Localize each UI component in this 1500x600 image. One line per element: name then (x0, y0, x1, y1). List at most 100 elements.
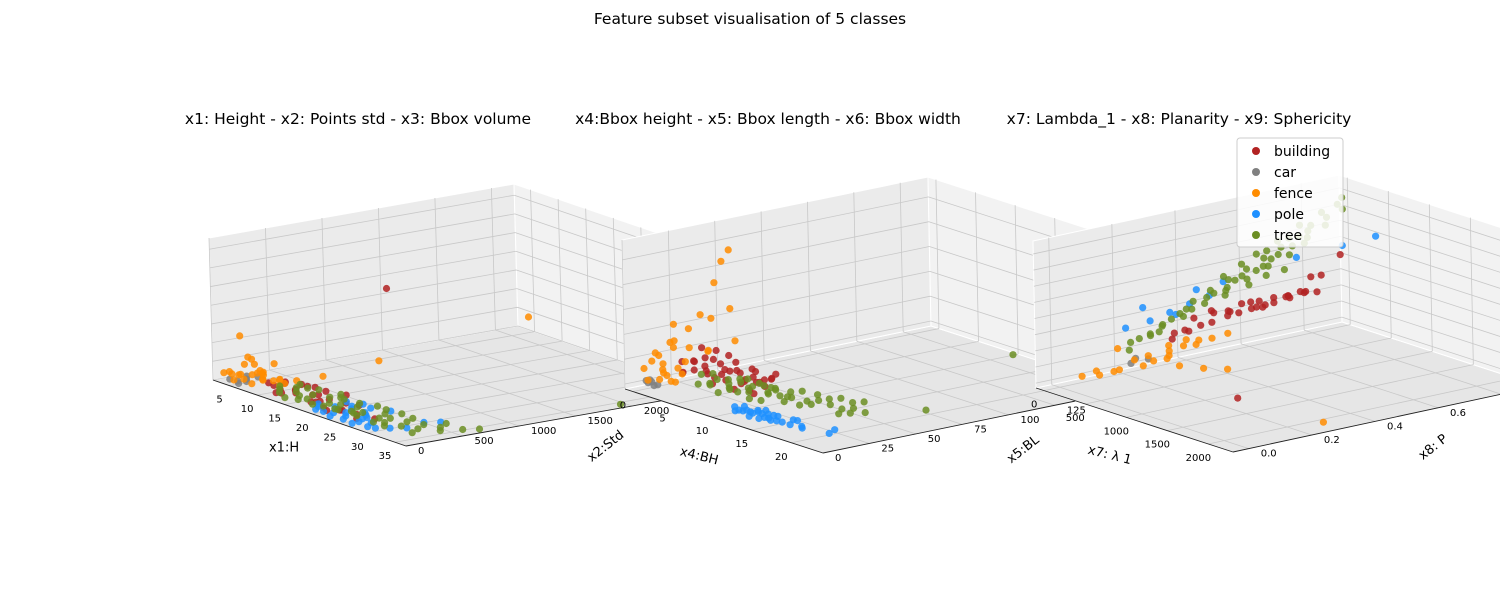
point-building (1317, 271, 1325, 279)
point-pole (403, 424, 411, 432)
x-grid-floor (1085, 337, 1392, 405)
point-tree (744, 375, 752, 383)
legend-label-fence: fence (1274, 186, 1313, 202)
x-grid-floor (632, 328, 940, 392)
x-grid-back (1014, 205, 1019, 355)
point-tree (1221, 291, 1229, 299)
y-grid-left (265, 227, 270, 371)
x-tick-label: 500 (1066, 413, 1085, 424)
point-tree (734, 388, 742, 396)
x-tick-label: 20 (296, 423, 309, 434)
point-tree (1201, 299, 1209, 307)
x-grid-back (530, 189, 535, 332)
point-tree (922, 406, 930, 414)
y-tick-label: 0.6 (1450, 408, 1466, 419)
point-tree (726, 385, 734, 393)
point-tree (420, 421, 428, 429)
point-tree (697, 370, 705, 378)
point-building (1313, 288, 1321, 296)
z-grid-left (1034, 252, 1341, 319)
x-tick-label: 5 (216, 395, 222, 406)
point-building (1255, 297, 1263, 305)
point-tree (1155, 328, 1163, 336)
subplot-3: 05001000150020000.00.20.40.60.80.00.10.2… (1007, 110, 1500, 468)
y-tick-label: 25 (881, 443, 894, 454)
point-fence (236, 332, 244, 340)
point-tree (1127, 338, 1135, 346)
point-building (716, 360, 725, 368)
y-tick-label: 100 (1020, 415, 1039, 426)
point-tree (1179, 312, 1187, 320)
z-grid-left (212, 306, 518, 362)
point-tree (459, 425, 467, 434)
point-fence (1182, 336, 1190, 344)
x-axis-label: x4:BH (678, 444, 720, 468)
point-building (1207, 307, 1215, 315)
point-tree (1182, 305, 1190, 313)
point-tree (807, 400, 815, 408)
point-fence (640, 364, 648, 373)
point-fence (1224, 329, 1232, 337)
x-tick-label: 0 (620, 401, 626, 412)
legend-marker-car (1252, 168, 1260, 176)
x-grid-floor (1126, 350, 1433, 418)
point-tree (359, 408, 367, 417)
point-building (1336, 251, 1344, 259)
point-tree (814, 391, 822, 399)
z-grid-back (1341, 300, 1500, 353)
point-tree (414, 425, 422, 433)
point-pole (1372, 232, 1380, 240)
point-building (1208, 318, 1216, 326)
point-pole (743, 406, 751, 414)
point-tree (1125, 346, 1133, 354)
point-fence (319, 372, 327, 380)
y-grid-left (621, 239, 626, 390)
point-tree (397, 422, 405, 430)
y-grid-left (434, 197, 440, 341)
point-fence (669, 343, 678, 352)
point-tree (1188, 305, 1196, 313)
point-tree (772, 386, 780, 394)
point-building (1235, 309, 1243, 317)
y-grid-floor (810, 350, 1009, 416)
point-pole (342, 412, 350, 420)
point-pole (731, 407, 739, 415)
point-tree (296, 380, 304, 389)
point-tree (398, 410, 406, 418)
point-tree (825, 395, 833, 403)
x-axis-line (1035, 387, 1234, 453)
point-tree (326, 393, 334, 401)
y-grid-left (491, 187, 496, 331)
y-axis-label: x5:BL (1004, 432, 1043, 467)
point-fence (240, 375, 248, 383)
point-tree (1243, 275, 1251, 283)
z-grid-back (1341, 316, 1500, 369)
point-fence (704, 347, 712, 355)
x-tick-label: 20 (775, 452, 788, 463)
y-grid-floor (1240, 343, 1439, 409)
point-tree (334, 406, 342, 414)
point-tree (1009, 351, 1017, 359)
point-tree (846, 409, 854, 417)
x-tick-label: 10 (696, 426, 709, 437)
y-axis-line (405, 391, 712, 447)
point-fence (717, 257, 725, 265)
y-grid-left (853, 192, 858, 342)
y-grid-floor (1304, 329, 1500, 395)
point-fence (651, 349, 659, 357)
point-pole (1146, 317, 1154, 325)
point-building (736, 369, 744, 377)
point-building (1238, 300, 1246, 308)
point-tree (1285, 251, 1293, 259)
point-building (698, 344, 706, 352)
x-grid-back (585, 208, 591, 351)
point-building (1307, 273, 1315, 281)
point-fence (248, 371, 256, 379)
x-grid-back (975, 192, 979, 342)
x-axis-label: x7: λ 1 (1086, 443, 1133, 468)
point-tree (475, 425, 484, 433)
z-grid-left (211, 269, 517, 325)
y-tick-label: 1000 (531, 426, 556, 437)
point-tree (1219, 272, 1228, 281)
legend-marker-building (1252, 147, 1260, 155)
